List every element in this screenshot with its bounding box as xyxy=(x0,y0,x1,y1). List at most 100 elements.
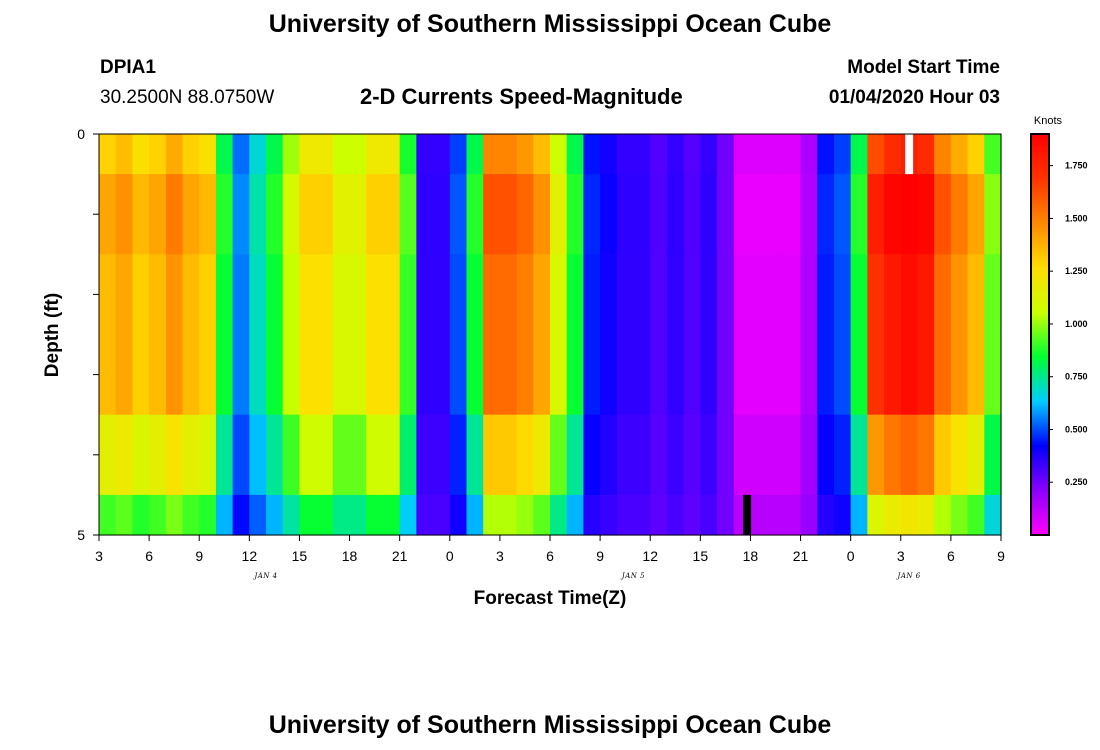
heatmap-cell xyxy=(700,494,718,536)
heatmap-cell xyxy=(316,334,334,416)
heatmap-cell xyxy=(516,174,534,255)
heatmap-cell xyxy=(650,494,668,536)
heatmap-cell xyxy=(433,494,451,536)
heatmap-cell xyxy=(232,414,250,496)
heatmap-cell xyxy=(149,174,167,255)
heatmap-cell xyxy=(182,134,200,175)
heatmap-cell xyxy=(533,334,551,416)
heatmap-cell xyxy=(934,174,952,255)
heatmap-cell xyxy=(800,174,818,255)
x-tick-label: 12 xyxy=(642,548,658,564)
heatmap-cell xyxy=(700,334,718,416)
heatmap-cell xyxy=(616,134,635,175)
heatmap-cell xyxy=(783,134,802,175)
heatmap-cell xyxy=(867,334,885,416)
heatmap-cell xyxy=(483,174,501,255)
colorbar-tick-label: 1.750 xyxy=(1065,161,1088,171)
x-tick-label: 9 xyxy=(195,548,203,564)
heatmap-cell xyxy=(600,414,618,496)
x-tick-label: 9 xyxy=(997,548,1005,564)
heatmap-cell xyxy=(282,134,301,175)
heatmap-cell xyxy=(149,494,167,536)
heatmap-cell xyxy=(683,414,701,496)
heatmap-cell xyxy=(884,334,902,416)
heatmap-cell xyxy=(967,174,985,255)
heatmap-cell xyxy=(99,134,117,175)
heatmap-cell xyxy=(566,414,584,496)
heatmap-cell xyxy=(917,174,935,255)
heatmap-cell xyxy=(700,134,718,175)
heatmap-cell xyxy=(884,134,902,175)
heatmap-cell xyxy=(934,254,952,336)
heatmap-cell xyxy=(633,254,651,336)
heatmap-cell xyxy=(767,174,785,255)
heatmap-chart: 3 6 9 12 15 18 21 0 3 6 9 12 15 18 21 0 3 6 9 05 JAN 4 JAN … xyxy=(42,115,1088,609)
heatmap-cell xyxy=(917,134,935,175)
heatmap-cell xyxy=(817,174,835,255)
heatmap-cell xyxy=(583,414,601,496)
heatmap-cell xyxy=(449,134,468,175)
date-label: JAN 6 xyxy=(896,572,921,580)
heatmap-cell xyxy=(182,174,200,255)
x-tick-label: 0 xyxy=(446,548,454,564)
heatmap-cell xyxy=(800,334,818,416)
heatmap-cell xyxy=(566,254,584,336)
heatmap-cell xyxy=(399,174,417,255)
y-axis: 05 xyxy=(77,126,99,543)
heatmap-cell xyxy=(934,414,952,496)
heatmap-cell xyxy=(332,414,351,496)
heatmap-cell xyxy=(416,174,434,255)
heatmap-cell xyxy=(349,494,367,536)
heatmap-cell xyxy=(884,494,902,536)
heatmap-cell xyxy=(99,494,117,536)
x-tick-label: 12 xyxy=(242,548,258,564)
heatmap-cell xyxy=(683,254,701,336)
heatmap-cell xyxy=(282,254,301,336)
heatmap-cell xyxy=(700,174,718,255)
heatmap-cell xyxy=(850,134,868,175)
heatmap-cell xyxy=(633,414,651,496)
heatmap-cell xyxy=(666,494,685,536)
heatmap-cell xyxy=(900,414,919,496)
heatmap-cell xyxy=(132,254,150,336)
heatmap-cell xyxy=(115,254,133,336)
heatmap-cell xyxy=(700,414,718,496)
heatmap-cell xyxy=(817,134,835,175)
heatmap-cell xyxy=(282,174,301,255)
heatmap-cell xyxy=(984,254,1002,336)
heatmap-cell xyxy=(550,334,568,416)
heatmap-cell xyxy=(349,334,367,416)
heatmap-cell xyxy=(750,334,768,416)
heatmap-cell xyxy=(984,334,1002,416)
heatmap-cell xyxy=(867,494,885,536)
heatmap-cell xyxy=(399,414,417,496)
heatmap-cell xyxy=(666,414,685,496)
heatmap-cell xyxy=(115,414,133,496)
heatmap-cell xyxy=(850,414,868,496)
heatmap-cell xyxy=(299,174,317,255)
heatmap-cell xyxy=(282,494,301,536)
heatmap-cell xyxy=(266,254,284,336)
heatmap-cell xyxy=(165,334,184,416)
x-tick-label: 3 xyxy=(95,548,103,564)
heatmap-cell xyxy=(132,134,150,175)
heatmap-cell xyxy=(717,414,735,496)
heatmap-cell xyxy=(733,254,752,336)
heatmap-cell xyxy=(282,414,301,496)
heatmap-cell xyxy=(149,134,167,175)
heatmap-cell xyxy=(449,334,468,416)
heatmap-cell xyxy=(382,334,401,416)
heatmap-cell xyxy=(967,494,985,536)
heatmap-cell xyxy=(833,334,852,416)
heatmap-cell xyxy=(366,494,384,536)
heatmap-cell xyxy=(633,174,651,255)
heatmap-cell xyxy=(566,494,584,536)
heatmap-cell xyxy=(967,414,985,496)
heatmap-cell xyxy=(282,334,301,416)
x-axis-label: Forecast Time(Z) xyxy=(474,588,627,609)
heatmap-cell xyxy=(366,134,384,175)
heatmap-cell xyxy=(249,174,267,255)
heatmap-cell xyxy=(850,494,868,536)
heatmap-cell xyxy=(499,174,518,255)
x-tick-label: 6 xyxy=(145,548,153,564)
